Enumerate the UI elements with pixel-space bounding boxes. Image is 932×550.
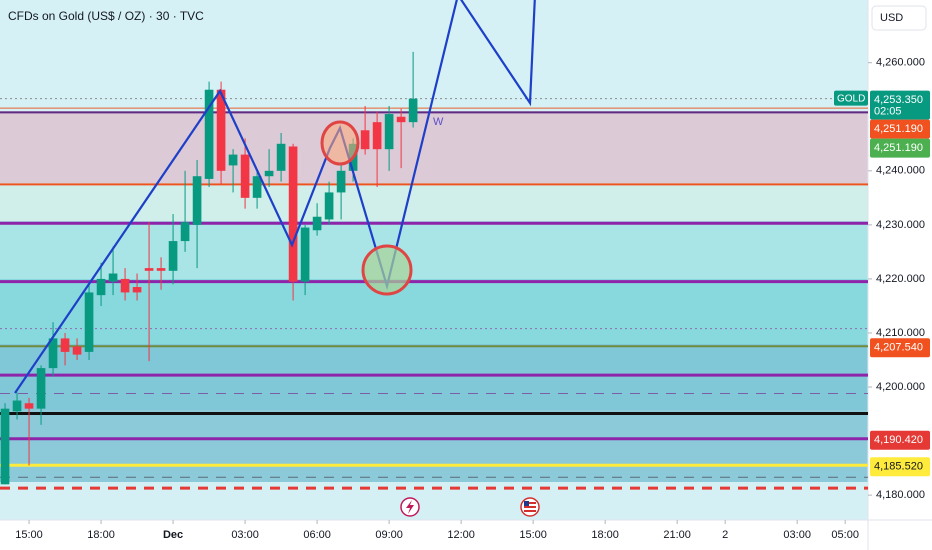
x-tick-label: 15:00: [15, 529, 43, 541]
candle-body: [24, 403, 34, 409]
candle-body: [132, 287, 142, 293]
y-tick-label: 4,180.000: [876, 489, 925, 501]
price-tag: [870, 138, 930, 158]
candle-body: [264, 170, 274, 177]
candle-body: [144, 268, 154, 271]
candle-body: [252, 176, 262, 198]
y-tick-label: 4,200.000: [876, 381, 925, 393]
candle-body: [396, 116, 406, 123]
candle-body: [156, 268, 166, 271]
candle-body: [300, 227, 310, 282]
price-tag: [870, 119, 930, 139]
x-tick-label: 03:00: [783, 529, 811, 541]
candle-body: [36, 368, 46, 409]
x-tick-label: 18:00: [87, 529, 115, 541]
x-tick-label: 12:00: [447, 529, 475, 541]
candle-body: [276, 143, 286, 171]
candle-body: [216, 89, 226, 171]
symbol-label: GOLD: [837, 93, 865, 104]
candle-body: [180, 222, 190, 242]
candle-body: [408, 98, 418, 123]
candle-body: [312, 216, 322, 231]
x-tick-label: 06:00: [303, 529, 331, 541]
symbol-tag: [834, 90, 868, 106]
x-tick-label: Dec: [163, 529, 183, 541]
chart-title: CFDs on Gold (US$ / OZ) · 30 · TVC: [8, 9, 204, 23]
candle-body: [324, 192, 334, 220]
x-tick-label: 05:00: [831, 529, 859, 541]
candle-body: [336, 170, 346, 193]
event-icons: [400, 497, 540, 517]
candle-body: [168, 241, 178, 271]
candle-body: [48, 338, 58, 369]
candle-body: [60, 338, 70, 352]
countdown: 02:05: [874, 106, 902, 118]
candle-body: [204, 89, 214, 179]
candle-body: [96, 278, 106, 296]
y-tick-label: 4,210.000: [876, 327, 925, 339]
y-tick-label: 4,260.000: [876, 57, 925, 69]
candle-body: [84, 292, 94, 352]
x-tick-label: 2: [722, 529, 728, 541]
y-tick-label: 4,230.000: [876, 219, 925, 231]
axes: 4,260.000 4,240.000 4,230.000 4,220.000 4,21…: [15, 57, 925, 541]
price-tag-label: 4,185.520: [874, 461, 923, 473]
candle-body: [192, 176, 202, 225]
circle-highlight: [361, 244, 413, 296]
price-tag: [870, 338, 930, 358]
circle-highlight: [320, 120, 360, 166]
drawings: [14, 0, 536, 394]
levels: [0, 98, 868, 490]
price-tag-label: 4,190.420: [874, 434, 923, 446]
candle-body: [384, 114, 394, 150]
candle-body: [12, 400, 22, 412]
x-tick-label: 03:00: [231, 529, 259, 541]
y-tick-label: 4,240.000: [876, 165, 925, 177]
candle-body: [240, 154, 250, 198]
candle-body: [228, 154, 238, 166]
price-tag: [870, 90, 930, 120]
currency-button[interactable]: [871, 5, 927, 31]
candle-body: [288, 146, 298, 282]
price-tag-label: 4,207.540: [874, 342, 923, 354]
candle-body: [108, 273, 118, 282]
x-tick-label: 21:00: [663, 529, 691, 541]
x-tick-label: 09:00: [375, 529, 403, 541]
price-tag: [870, 430, 930, 450]
y-tick-label: 4,220.000: [876, 273, 925, 285]
price-tag-label: 4,251.190: [874, 142, 923, 154]
currency[interactable]: USD: [880, 12, 903, 24]
candle-body: [372, 122, 382, 150]
candle-body: [72, 346, 82, 355]
candle-body: [0, 408, 10, 485]
candle-body: [120, 278, 130, 293]
pattern-label: W: [433, 116, 444, 128]
candle-body: [360, 130, 370, 150]
price-tag: [870, 457, 930, 477]
x-tick-label: 15:00: [519, 529, 547, 541]
price-tag-label: 4,251.190: [874, 123, 923, 135]
candles: [0, 51, 418, 485]
x-tick-label: 18:00: [591, 529, 619, 541]
price-tag-label: 4,253.350: [874, 94, 923, 106]
